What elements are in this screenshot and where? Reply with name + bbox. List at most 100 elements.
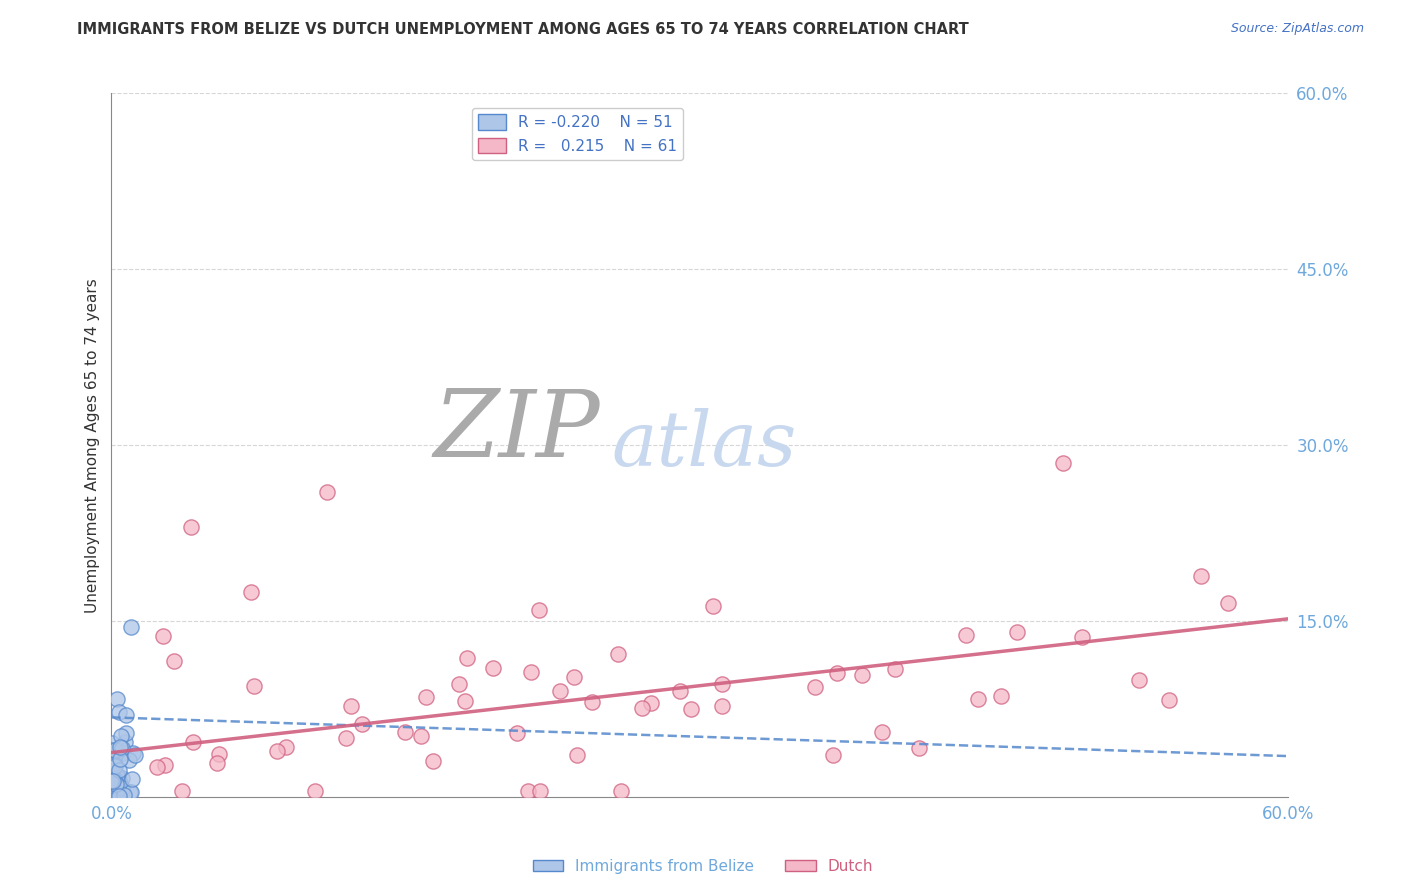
Y-axis label: Unemployment Among Ages 65 to 74 years: Unemployment Among Ages 65 to 74 years [86, 278, 100, 613]
Point [823, 748, 845, 763]
Point [908, 740, 931, 755]
Point [100, 764, 122, 778]
Legend: R = -0.220    N = 51, R =   0.215    N = 61: R = -0.220 N = 51, R = 0.215 N = 61 [472, 108, 683, 160]
Point [112, 788, 135, 802]
Point [103, 772, 125, 787]
Point [108, 779, 131, 793]
Point [1052, 456, 1074, 470]
Point [111, 772, 134, 786]
Point [352, 717, 374, 731]
Point [112, 746, 135, 760]
Legend: Immigrants from Belize, Dutch: Immigrants from Belize, Dutch [527, 853, 879, 880]
Point [104, 786, 127, 800]
Point [1007, 624, 1029, 639]
Point [548, 684, 571, 698]
Point [1189, 569, 1212, 583]
Point [207, 747, 229, 761]
Point [146, 760, 169, 774]
Point [104, 758, 127, 772]
Point [107, 789, 129, 803]
Point [101, 771, 124, 785]
Point [517, 784, 540, 798]
Point [122, 747, 145, 761]
Point [111, 780, 134, 795]
Point [100, 773, 122, 788]
Point [668, 684, 690, 698]
Text: ZIP: ZIP [433, 386, 600, 476]
Point [110, 729, 132, 743]
Point [110, 739, 132, 754]
Point [105, 782, 128, 797]
Point [415, 690, 437, 704]
Text: atlas: atlas [612, 409, 797, 483]
Point [1216, 596, 1239, 610]
Point [482, 661, 505, 675]
Point [120, 785, 142, 799]
Point [103, 772, 125, 786]
Point [520, 665, 543, 679]
Point [610, 784, 633, 798]
Point [105, 743, 128, 757]
Point [101, 736, 124, 750]
Point [710, 698, 733, 713]
Point [105, 691, 128, 706]
Point [304, 783, 326, 797]
Text: IMMIGRANTS FROM BELIZE VS DUTCH UNEMPLOYMENT AMONG AGES 65 TO 74 YEARS CORRELATI: IMMIGRANTS FROM BELIZE VS DUTCH UNEMPLOY… [77, 22, 969, 37]
Point [1128, 673, 1150, 688]
Point [884, 662, 907, 676]
Point [276, 740, 298, 755]
Text: Source: ZipAtlas.com: Source: ZipAtlas.com [1230, 22, 1364, 36]
Point [104, 777, 127, 791]
Point [955, 627, 977, 641]
Point [153, 757, 176, 772]
Point [702, 599, 724, 613]
Point [118, 753, 141, 767]
Point [607, 648, 630, 662]
Point [124, 748, 146, 763]
Point [107, 789, 129, 803]
Point [966, 692, 988, 706]
Point [454, 693, 477, 707]
Point [103, 757, 125, 772]
Point [120, 620, 142, 634]
Point [242, 679, 264, 693]
Point [108, 789, 131, 803]
Point [990, 689, 1012, 703]
Point [422, 754, 444, 768]
Point [110, 780, 132, 794]
Point [804, 680, 827, 694]
Point [114, 708, 136, 723]
Point [316, 485, 339, 500]
Point [107, 778, 129, 792]
Point [108, 705, 131, 719]
Point [335, 731, 357, 746]
Point [340, 699, 363, 714]
Point [449, 677, 471, 691]
Point [394, 725, 416, 739]
Point [105, 771, 128, 785]
Point [108, 764, 131, 778]
Point [711, 677, 734, 691]
Point [266, 744, 288, 758]
Point [527, 603, 550, 617]
Point [108, 752, 131, 766]
Point [825, 665, 848, 680]
Point [100, 743, 122, 757]
Point [114, 726, 136, 740]
Point [104, 750, 127, 764]
Point [240, 585, 263, 599]
Point [180, 520, 202, 534]
Point [105, 768, 128, 782]
Point [640, 697, 662, 711]
Point [183, 735, 205, 749]
Point [565, 748, 588, 763]
Point [562, 670, 585, 684]
Point [529, 784, 551, 798]
Point [679, 702, 702, 716]
Point [111, 786, 134, 800]
Point [630, 701, 652, 715]
Point [104, 743, 127, 757]
Point [110, 780, 132, 794]
Point [505, 726, 527, 740]
Point [101, 774, 124, 789]
